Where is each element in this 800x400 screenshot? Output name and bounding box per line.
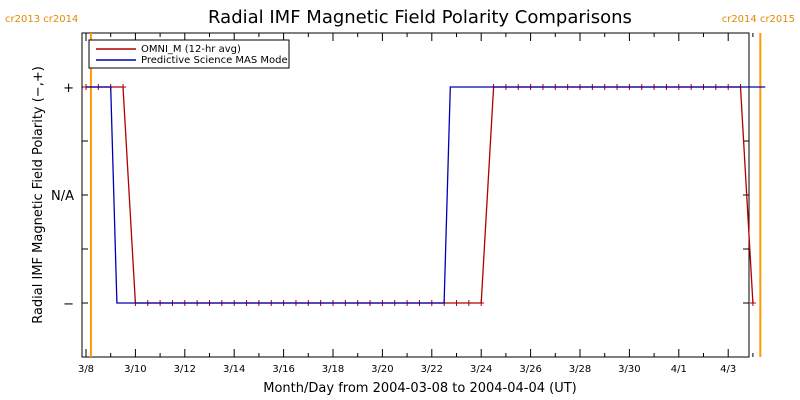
x-tick-label: 4/3: [720, 364, 736, 375]
legend-label-omni: OMNI_M (12-hr avg): [141, 44, 241, 55]
x-tick-label: 3/22: [421, 364, 443, 375]
series-line-1: [86, 86, 766, 304]
data-point: [465, 300, 472, 306]
data-point: [749, 300, 756, 306]
legend: OMNI_M (12-hr avg) Predictive Science MA…: [88, 39, 290, 69]
x-tick-label: 3/16: [272, 364, 294, 375]
data-point: [453, 300, 460, 306]
x-tick-label: 3/24: [470, 364, 492, 375]
y-tick-label: +: [63, 81, 74, 96]
legend-label-mas: Predictive Science MAS Model: [141, 55, 290, 66]
series-layer: [83, 84, 766, 306]
x-tick-label: 3/30: [618, 364, 640, 375]
x-tick-label: 3/12: [174, 364, 196, 375]
y-tick-labels: + N/A −: [51, 81, 74, 312]
x-tick-label: 3/18: [322, 364, 344, 375]
x-tick-label: 3/28: [569, 364, 591, 375]
x-tick-label: 3/14: [223, 364, 245, 375]
x-tick-labels: 3/8 3/10 3/12 3/14 3/16 3/18 3/20 3/22 3/24 3/26 3…: [78, 364, 736, 375]
axis-ticks: [82, 32, 754, 358]
x-tick-label: 3/8: [78, 364, 94, 375]
carrington-label: cr2013 cr2014: [5, 14, 78, 25]
chart-title: Radial IMF Magnetic Field Polarity Compa…: [208, 7, 632, 28]
y-tick-label: −: [63, 297, 74, 312]
x-axis-label: Month/Day from 2004-03-08 to 2004-04-04 …: [263, 381, 576, 396]
y-axis-label: Radial IMF Magnetic Field Polarity (−,+): [31, 66, 46, 324]
x-tick-label: 4/1: [671, 364, 687, 375]
legend-box: [88, 39, 290, 69]
x-tick-label: 3/26: [519, 364, 541, 375]
x-tick-label: 3/10: [124, 364, 146, 375]
y-tick-label: N/A: [51, 189, 74, 204]
carrington-label: cr2014 cr2015: [722, 14, 795, 25]
x-tick-label: 3/20: [371, 364, 393, 375]
data-point: [478, 300, 485, 306]
data-point: [120, 84, 127, 90]
